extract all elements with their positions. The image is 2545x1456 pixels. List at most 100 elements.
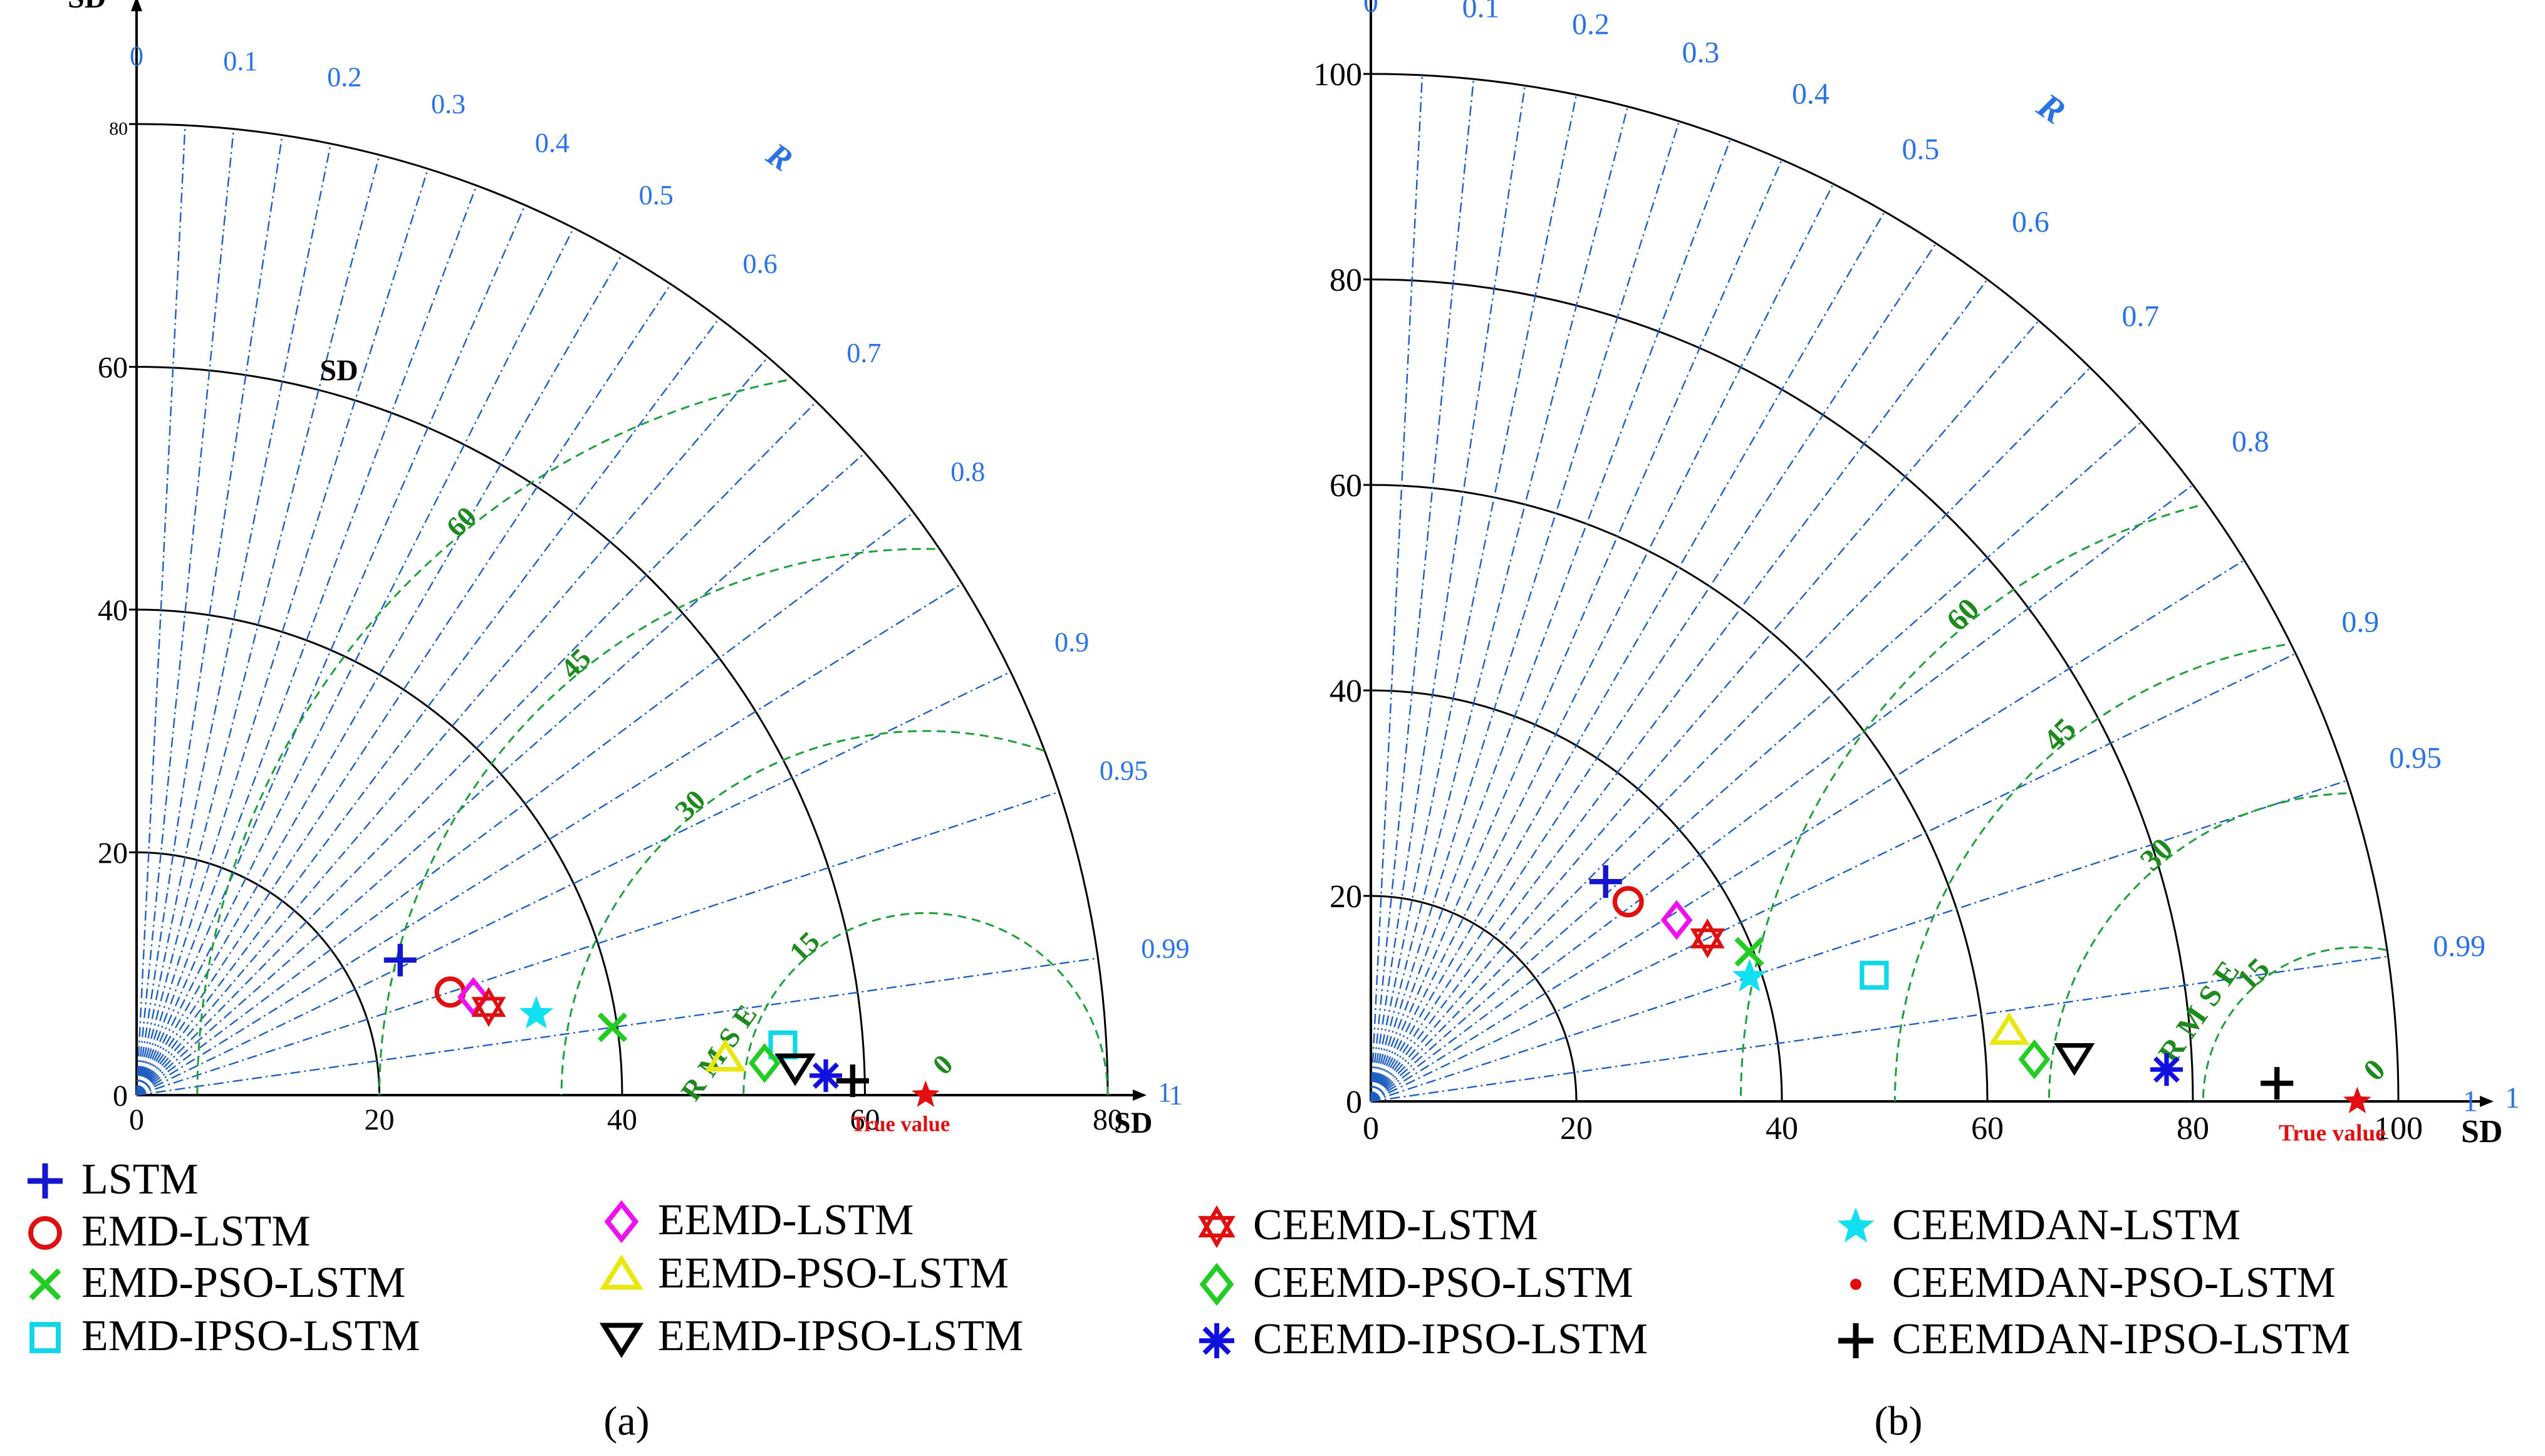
correlation-one-label: 1 [2505,1081,2520,1115]
correlation-tick-label: 0.3 [1682,36,1720,70]
legend-marker [604,1200,639,1244]
x-axis-arrow [1133,1089,1147,1101]
correlation-line [1370,85,1526,1102]
sd-y-tick-label: 40 [1330,673,1362,709]
rmse-level-label: 45 [554,642,597,685]
legend-item-ceemd-ipso-lstm: CEEMD-IPSO-LSTM [1199,1315,1648,1363]
correlation-tick-label: 0.95 [2389,742,2442,775]
correlation-line [136,512,914,1096]
legend-item-eemd-pso-lstm: EEMD-PSO-LSTM [599,1249,1009,1297]
correlation-tick-label: 0.9 [2341,606,2379,639]
rmse-axis-label: RMSE [2152,947,2251,1069]
legend-label: CEEMDAN-LSTM [1892,1201,2241,1249]
sd-arc [1370,278,2194,1102]
correlation-tick-label: 0.5 [1902,133,1940,166]
sd-y-tick-label: 20 [98,836,128,870]
legend-marker [1838,1323,1873,1358]
sd-y-tick-label: 80 [1330,263,1362,298]
rmse-contour [196,379,787,1096]
legend-marker [599,1323,644,1358]
legend-label: EMD-LSTM [81,1207,311,1256]
legend-marker [1199,1262,1234,1306]
correlation-line [1370,75,1423,1102]
sd-y-tick-label: 80 [109,118,128,139]
legend-label: EMD-IPSO-LSTM [81,1312,420,1360]
correlation-tick-label: 0 [1363,0,1378,19]
legend-marker [28,1163,63,1199]
correlation-line [136,791,1059,1096]
legend-item-eemd-lstm: EEMD-LSTM [604,1196,913,1244]
correlation-line [1370,121,1680,1102]
correlation-tick-label: 0.6 [742,249,777,279]
point-eemd-ipso-lstm [774,1053,816,1086]
sd-x-tick-label: 20 [365,1103,395,1136]
legend-item-emd-lstm: EMD-LSTM [28,1207,311,1256]
rmse-contour [2048,792,2347,1102]
point-emd-ipso-lstm [1860,960,1889,990]
legend-label: CEEMD-LSTM [1253,1201,1538,1249]
sd-arc [1370,484,1989,1102]
correlation-tick-label: 0.6 [2012,205,2049,239]
rmse-level-label: 0 [926,1048,959,1081]
correlation-tick-label: 0.1 [1462,0,1500,24]
rmse-level-label: 0 [2356,1052,2391,1087]
sd-y-tick-label: 0 [1346,1084,1362,1120]
sd-y-axis-label: SD [68,0,106,14]
legend-marker [1199,1323,1234,1358]
sd-x-tick-label: 0 [129,1103,144,1136]
legend-label: CEEMDAN-PSO-LSTM [1892,1259,2336,1307]
correlation-line [136,452,866,1096]
point-ceemd-lstm [471,987,506,1027]
rmse-contour [378,548,935,1096]
rmse-level-label: 15 [783,925,826,968]
legend-marker [1198,1205,1236,1249]
point-eemd-pso-lstm [705,1039,746,1072]
correlation-line [135,143,332,1096]
legend-marker [1850,1279,1861,1290]
correlation-line [136,318,720,1096]
point-ceemdan-lstm [519,996,554,1029]
point-eemd-pso-lstm [1989,1012,2030,1045]
rmse-contour [1893,643,2286,1102]
correlation-tick-label: 0.2 [327,61,362,92]
sd-x-tick-label: 100 [2374,1111,2423,1147]
legend-marker [599,1254,644,1290]
sd-arc-label: SD [320,354,358,387]
correlation-tick-label: 0.3 [431,88,466,119]
correlation-line [1370,484,2194,1102]
correlation-line [135,254,623,1096]
correlation-line [1370,955,2388,1103]
rmse-contour [742,912,1109,1096]
correlation-line [135,135,283,1096]
correlation-line [1370,421,2142,1102]
correlation-line [1370,367,2091,1102]
rmse-contour [1739,505,2199,1102]
correlation-tick-label: 0.7 [2121,299,2159,333]
legend-marker [28,1216,62,1250]
legend-label: CEEMDAN-IPSO-LSTM [1892,1315,2350,1363]
correlation-line [1370,79,1475,1102]
sd-arc [1370,73,2400,1102]
point-emd-pso-lstm [597,1012,628,1043]
correlation-tick-label: 0.9 [1054,627,1089,657]
correlation-line [1370,779,2348,1103]
point-ceemd-ipso-lstm [2150,1053,2183,1086]
legend-item-lstm: LSTM [28,1155,199,1204]
correlation-tick-label: 0.7 [846,338,881,368]
sd-arc [1370,895,1578,1102]
point-lstm [383,944,417,977]
correlation-line [136,957,1098,1096]
correlation-line [135,185,477,1096]
sd-x-axis-label: SD [2461,1114,2502,1150]
correlation-line [1370,320,2039,1102]
sd-y-tick-label: 100 [1313,57,1362,93]
sd-arc [136,123,1109,1096]
sd-x-tick-label: 20 [1560,1111,1593,1147]
correlation-tick-label: 0.95 [1100,756,1148,786]
legend-marker [29,1322,61,1353]
correlation-axis-label: R [2030,85,2073,132]
sd-x-tick-label: 80 [1093,1103,1123,1136]
correlation-line [1370,279,1988,1102]
legend-item-eemd-ipso-lstm: EEMD-IPSO-LSTM [599,1312,1023,1360]
